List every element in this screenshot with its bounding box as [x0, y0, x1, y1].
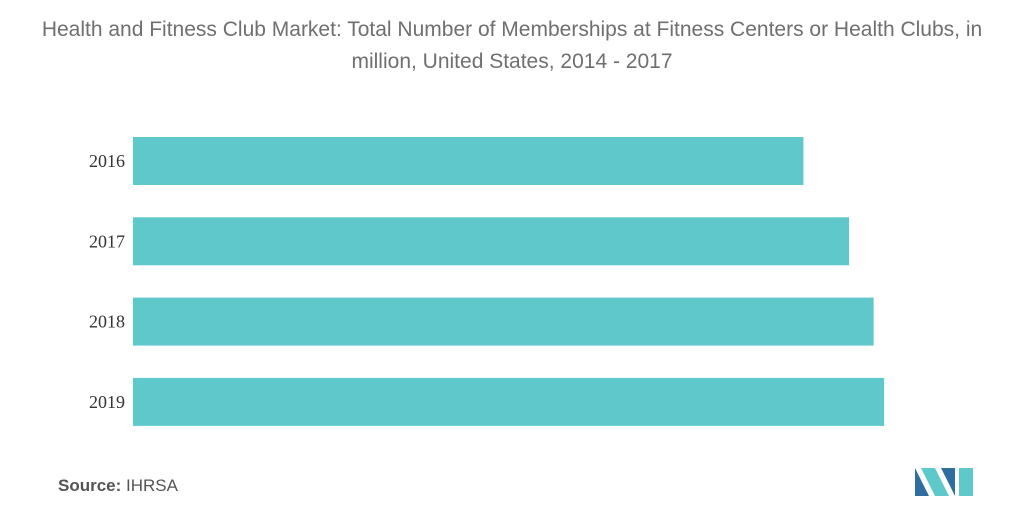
bar-2019 — [133, 377, 885, 426]
bar-2017 — [133, 217, 850, 266]
mordor-logo-icon — [915, 468, 973, 496]
source-value: IHRSA — [126, 476, 178, 495]
y-tick-label: 2016 — [89, 151, 125, 171]
y-tick-label: 2019 — [89, 392, 125, 412]
bar-2016 — [133, 137, 804, 185]
bar-2018 — [133, 297, 874, 346]
y-tick-label: 2018 — [89, 312, 125, 332]
chart-title: Health and Fitness Club Market: Total Nu… — [41, 18, 983, 73]
source-label: Source: — [58, 476, 122, 495]
y-tick-label: 2017 — [89, 231, 125, 251]
source-note: Source: IHRSA — [58, 476, 178, 496]
